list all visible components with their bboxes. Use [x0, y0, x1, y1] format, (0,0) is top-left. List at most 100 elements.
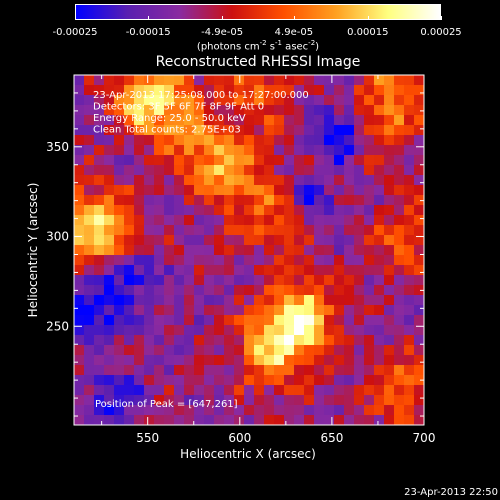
heatmap-cell [374, 405, 385, 416]
heatmap-cell [164, 355, 175, 366]
heatmap-cell [114, 305, 125, 316]
heatmap-cell [134, 345, 145, 356]
heatmap-cell [134, 315, 145, 326]
heatmap-cell [284, 335, 295, 346]
heatmap-cell [284, 355, 295, 366]
heatmap-cell [104, 185, 115, 196]
heatmap-cell [144, 205, 155, 216]
heatmap-cell [284, 305, 295, 316]
heatmap-cell [84, 345, 95, 356]
heatmap-cell [264, 245, 275, 256]
heatmap-cell [214, 275, 225, 286]
heatmap-cell [134, 355, 145, 366]
heatmap-cell [384, 125, 395, 136]
heatmap-cell [204, 365, 215, 376]
heatmap-cell [144, 265, 155, 276]
heatmap-cell [114, 375, 125, 386]
heatmap-cell [174, 175, 185, 186]
colorbar-tick-mark [441, 16, 442, 20]
heatmap-cell [144, 375, 155, 386]
heatmap-cell [364, 365, 375, 376]
heatmap-cell [184, 235, 195, 246]
heatmap-cell [74, 85, 85, 96]
heatmap-cell [394, 295, 405, 306]
heatmap-cell [194, 335, 205, 346]
heatmap-cell [214, 155, 225, 166]
heatmap-cell [174, 245, 185, 256]
heatmap-cell [324, 405, 335, 416]
heatmap-cell [314, 125, 325, 136]
heatmap-cell [214, 385, 225, 396]
heatmap-cell [84, 415, 95, 426]
heatmap-cell [354, 295, 365, 306]
heatmap-cell [174, 285, 185, 296]
heatmap-cell [254, 235, 265, 246]
heatmap-cell [324, 85, 335, 96]
heatmap-cell [364, 115, 375, 126]
heatmap-cell [284, 315, 295, 326]
heatmap-cell [324, 235, 335, 246]
heatmap-cell [194, 85, 205, 96]
heatmap-cell [374, 395, 385, 406]
heatmap-cell [214, 355, 225, 366]
heatmap-cell [384, 175, 395, 186]
heatmap-cell [214, 105, 225, 116]
heatmap-cell [244, 325, 255, 336]
heatmap-cell [414, 125, 425, 136]
heatmap-cell [264, 295, 275, 306]
heatmap-cell [384, 225, 395, 236]
heatmap-cell [214, 225, 225, 236]
heatmap-cell [364, 245, 375, 256]
heatmap-cell [204, 175, 215, 186]
heatmap-cell [174, 315, 185, 326]
heatmap-cell [154, 155, 165, 166]
heatmap-cell [364, 405, 375, 416]
heatmap-cell [124, 415, 135, 426]
heatmap-cell [134, 265, 145, 276]
heatmap-cell [84, 275, 95, 286]
heatmap-cell [394, 105, 405, 116]
heatmap-cell [334, 255, 345, 266]
heatmap-cell [184, 85, 195, 96]
heatmap-cell [404, 295, 415, 306]
heatmap-cell [104, 345, 115, 356]
heatmap-cell [294, 355, 305, 366]
heatmap-cell [94, 135, 105, 146]
heatmap-cell [264, 195, 275, 206]
heatmap-cell [274, 85, 285, 96]
heatmap-cell [164, 215, 175, 226]
heatmap-cell [174, 355, 185, 366]
heatmap-cell [154, 95, 165, 106]
heatmap-cell [254, 295, 265, 306]
heatmap-cell [294, 95, 305, 106]
heatmap-cell [324, 135, 335, 146]
heatmap-cell [344, 365, 355, 376]
heatmap-cell [234, 95, 245, 106]
heatmap-cell [204, 325, 215, 336]
heatmap-cell [384, 275, 395, 286]
heatmap-cell [74, 125, 85, 136]
heatmap-cell [194, 255, 205, 266]
heatmap-cell [144, 255, 155, 266]
heatmap-cell [194, 325, 205, 336]
heatmap-cell [404, 145, 415, 156]
heatmap-cell [144, 115, 155, 126]
heatmap-cell [194, 375, 205, 386]
heatmap-cell [114, 285, 125, 296]
heatmap-cell [264, 415, 275, 426]
heatmap-cell [344, 85, 355, 96]
heatmap-cell [404, 375, 415, 386]
heatmap-cell [364, 285, 375, 296]
heatmap-cell [304, 135, 315, 146]
heatmap-cell [314, 405, 325, 416]
heatmap-cell [224, 315, 235, 326]
heatmap-cell [234, 385, 245, 396]
heatmap-cell [184, 185, 195, 196]
heatmap-cell [334, 245, 345, 256]
heatmap-cell [204, 225, 215, 236]
heatmap-cell [144, 245, 155, 256]
heatmap-cell [414, 135, 425, 146]
heatmap-cell [194, 105, 205, 116]
heatmap-cell [204, 375, 215, 386]
heatmap-cell [324, 105, 335, 116]
